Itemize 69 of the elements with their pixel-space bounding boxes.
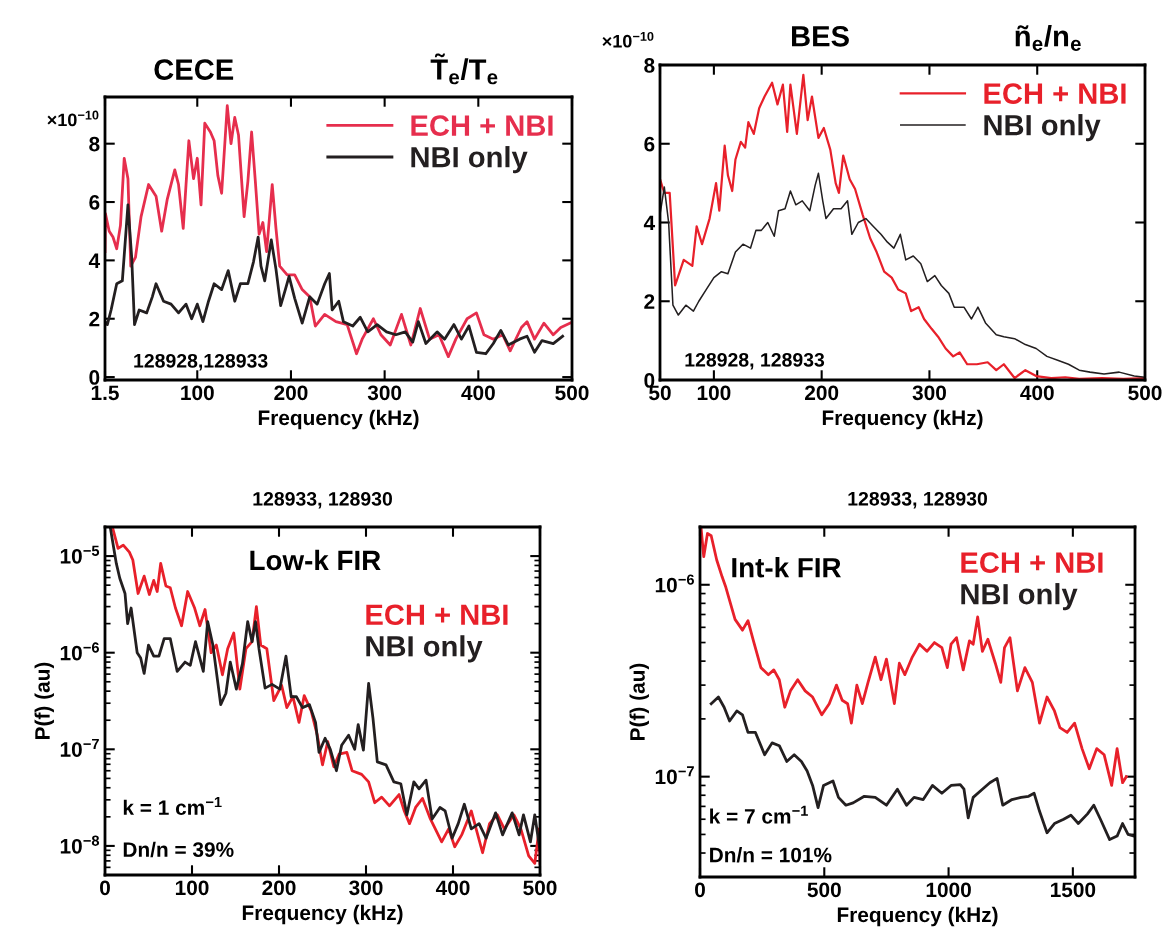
chart-title: BES — [792, 25, 849, 47]
y-tick-label: 0 — [89, 370, 100, 385]
chart-title: CECE — [154, 59, 234, 80]
y-axis-title: P(f) (au) — [34, 662, 54, 739]
annotation: k = 1 cm$^{−1}$ — [123, 797, 222, 816]
y-axis-title: P(f) (au) — [629, 663, 649, 740]
x-tick-label: 100 — [175, 880, 209, 896]
y-tick-label: 8 — [644, 58, 655, 73]
y-axis-title: ×10$^{−10}$ — [47, 110, 99, 127]
annotation: Int-k FIR — [732, 557, 841, 578]
x-tick-label: 500 — [523, 880, 557, 896]
y-tick-label: 10$^{−7}$ — [60, 738, 99, 757]
y-axis-title: ×10$^{−10}$ — [602, 31, 654, 48]
x-tick-label: 0 — [100, 880, 110, 896]
annotation: Dn/n = 101% — [710, 847, 832, 863]
y-tick-label: 4 — [643, 215, 656, 231]
x-axis-title: Frequency (kHz) — [258, 409, 419, 430]
x-tick-label: 300 — [349, 880, 383, 896]
x-tick-label: 500 — [555, 385, 589, 401]
y-tick-label: 10$^{−7}$ — [655, 766, 694, 785]
x-tick-label: 1000 — [926, 882, 971, 898]
text: ECH + NBI — [366, 604, 508, 626]
series-label: ECH + NBI — [961, 552, 1103, 573]
text: NBI only — [961, 583, 1078, 611]
y-tick-label: 4 — [88, 253, 101, 268]
x-axis-title: Frequency (kHz) — [822, 409, 983, 430]
x-tick-label: 300 — [912, 385, 946, 401]
chart-subtitle: T̃$_{e}$/T$_{e}$ — [430, 53, 498, 85]
chart-subtitle: ñ$_{e}$/n$_{e}$ — [1015, 25, 1081, 52]
x-axis-title: Frequency (kHz) — [837, 906, 998, 927]
x-tick-label: 200 — [805, 385, 839, 401]
x-tick-label: 200 — [262, 880, 296, 896]
y-tick-label: 6 — [644, 136, 655, 152]
x-tick-label: 400 — [461, 385, 495, 401]
x-tick-label: 1.5 — [91, 385, 119, 401]
annotation: Dn/n = 39% — [123, 841, 234, 858]
y-tick-label: 8 — [89, 136, 100, 152]
series-label: NBI only — [366, 635, 483, 663]
x-tick-label: 400 — [435, 880, 470, 896]
x-tick-label: 400 — [1020, 385, 1054, 401]
legend-label: NBI only — [411, 146, 528, 174]
x-tick-label: 500 — [807, 882, 841, 898]
line-series — [709, 695, 1135, 841]
legend-label: NBI only — [984, 114, 1101, 142]
line-series — [700, 527, 1128, 787]
y-tick-label: 10$^{−8}$ — [60, 835, 100, 854]
y-tick-label: 2 — [89, 311, 100, 327]
annotation: k = 7 cm$^{−1}$ — [710, 805, 808, 824]
y-tick-label: 10$^{−6}$ — [655, 574, 694, 593]
x-tick-label: 1500 — [1051, 882, 1096, 898]
annotation: 128928,128933 — [134, 353, 268, 371]
x-tick-label: 200 — [274, 385, 308, 401]
y-tick-label: 6 — [89, 195, 100, 210]
x-tick-label: 500 — [1128, 385, 1162, 401]
x-tick-label: 0 — [695, 882, 705, 898]
x-tick-label: 300 — [367, 385, 402, 401]
chart-title: 128933, 128930 — [848, 491, 987, 509]
annotation: 128928, 128933 — [685, 352, 825, 370]
x-tick-label: 100 — [697, 385, 731, 401]
y-tick-label: 2 — [644, 294, 655, 309]
y-tick-label: 10$^{−6}$ — [60, 642, 99, 661]
legend-label: ECH + NBI — [984, 83, 1126, 104]
legend-label: ECH + NBI — [411, 115, 553, 136]
line-series — [105, 203, 565, 356]
x-tick-label: 100 — [181, 385, 214, 401]
x-axis-title: Frequency (kHz) — [242, 904, 403, 925]
annotation: Low-k FIR — [250, 549, 381, 571]
y-tick-label: 10$^{−5}$ — [60, 545, 100, 564]
chart-title: 128933, 128930 — [253, 491, 392, 509]
